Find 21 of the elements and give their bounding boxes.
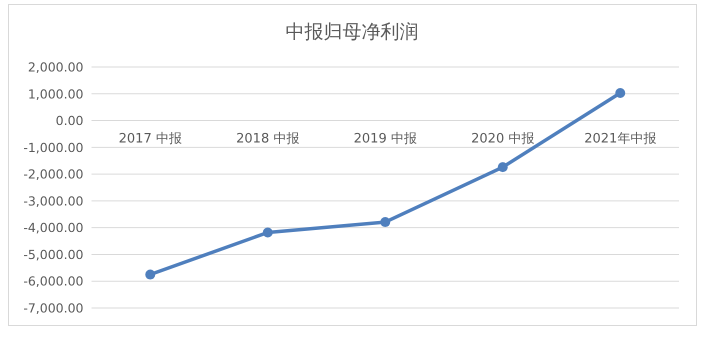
x-tick-label: 2018 中报	[236, 132, 300, 147]
point	[145, 270, 156, 280]
y-tick-label: 0.00	[56, 113, 84, 128]
point	[615, 88, 626, 98]
x-tick-label: 2021年中报	[584, 132, 656, 147]
y-tick-label: 2,000.00	[28, 60, 84, 74]
y-tick-label: -4,000.00	[23, 220, 84, 236]
chart-title: 中报归母净利润	[286, 21, 418, 43]
point	[380, 217, 390, 228]
y-tick-label: -1,000.00	[23, 140, 84, 155]
x-tick-label: 2017 中报	[118, 132, 182, 147]
y-tick-label: -5,000.00	[23, 246, 84, 262]
y-tick-label: -7,000.00	[23, 300, 84, 316]
x-tick-label: 2020 中报	[471, 132, 534, 147]
y-tick-label: -6,000.00	[23, 274, 84, 289]
x-tick-label: 2019 中报	[354, 132, 417, 147]
y-tick-label: -2,000.00	[23, 166, 84, 182]
y-tick-label: 1,000.00	[28, 86, 84, 102]
point	[498, 162, 508, 172]
y-tick-label: -3,000.00	[23, 193, 84, 208]
point	[262, 227, 273, 238]
